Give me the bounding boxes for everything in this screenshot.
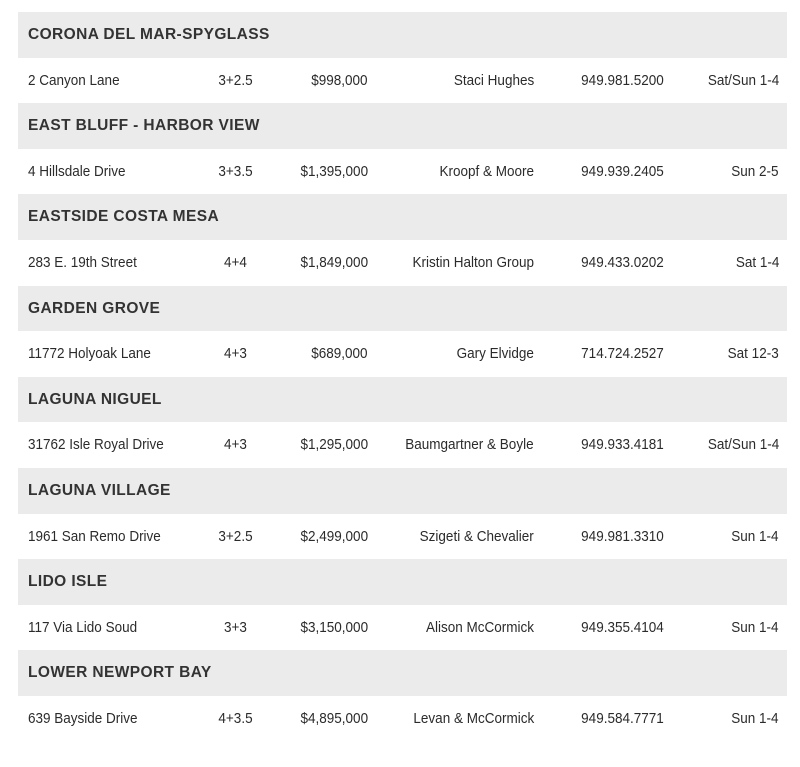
price: $4,895,000: [300, 709, 368, 727]
price: $1,849,000: [300, 253, 368, 271]
beds-baths: 3+3: [224, 618, 247, 636]
address: 283 E. 19th Street: [28, 253, 137, 271]
section-header: GARDEN GROVE: [18, 285, 787, 332]
section-header: CORONA DEL MAR-SPYGLASS: [18, 12, 787, 58]
section-title: CORONA DEL MAR-SPYGLASS: [28, 26, 270, 43]
phone: 949.584.7771: [581, 709, 664, 727]
listing-row: 2 Canyon Lane 3+2.5 $998,000 Staci Hughes 94…: [18, 58, 787, 104]
agent: Kristin Halton Group: [412, 253, 534, 271]
section-title: EASTSIDE COSTA MESA: [28, 208, 220, 226]
phone: 714.724.2527: [581, 345, 664, 363]
agent: Szigeti & Chevalier: [419, 527, 534, 545]
agent: Alison McCormick: [425, 618, 534, 636]
agent: Baumgartner & Boyle: [405, 436, 534, 454]
open-hours: Sat 12-3: [727, 345, 779, 363]
address: 117 Via Lido Soud: [28, 618, 138, 636]
price: $1,295,000: [300, 436, 368, 454]
section-header: LAGUNA VILLAGE: [18, 467, 787, 514]
address: 639 Bayside Drive: [28, 709, 138, 727]
open-hours: Sat 1-4: [735, 253, 779, 271]
address: 4 Hillsdale Drive: [28, 162, 126, 180]
open-hours: Sun 1-4: [731, 709, 779, 727]
price: $998,000: [311, 71, 368, 89]
agent: Staci Hughes: [453, 71, 534, 89]
open-hours: Sun 1-4: [731, 527, 779, 545]
listing-row: 4 Hillsdale Drive 3+3.5 $1,395,000 Kroopf &…: [18, 149, 787, 195]
listing-table: CORONA DEL MAR-SPYGLASS 2 Canyon Lane 3+2.…: [18, 12, 787, 742]
listing-row: 1961 San Remo Drive 3+2.5 $2,499,000 Sziget…: [18, 514, 787, 560]
beds-baths: 3+3.5: [218, 162, 253, 180]
open-hours: Sat/Sun 1-4: [707, 71, 779, 89]
section-title: EAST BLUFF - HARBOR VIEW: [28, 117, 260, 135]
address: 1961 San Remo Drive: [28, 527, 161, 545]
section-title: LOWER NEWPORT BAY: [28, 664, 212, 682]
section-header: EAST BLUFF - HARBOR VIEW: [18, 103, 787, 149]
beds-baths: 4+3.5: [218, 709, 253, 727]
listing-row: 283 E. 19th Street 4+4 $1,849,000 Kristin H…: [18, 240, 787, 286]
beds-baths: 3+2.5: [218, 527, 253, 545]
phone: 949.933.4181: [581, 436, 664, 454]
agent: Kroopf & Moore: [439, 162, 534, 180]
agent: Levan & McCormick: [413, 709, 534, 727]
phone: 949.939.2405: [581, 162, 664, 180]
section-header: LOWER NEWPORT BAY: [18, 650, 787, 696]
price: $1,395,000: [300, 162, 368, 180]
open-hours: Sat/Sun 1-4: [707, 436, 779, 454]
open-hours: Sun 2-5: [731, 162, 779, 180]
price: $689,000: [311, 345, 368, 363]
listing-row: 11772 Holyoak Lane 4+3 $689,000 Gary Elvidg…: [18, 331, 787, 377]
listing-row: 31762 Isle Royal Drive 4+3 $1,295,000 Baumg…: [18, 422, 787, 468]
price: $2,499,000: [300, 527, 368, 545]
address: 11772 Holyoak Lane: [28, 345, 151, 363]
section-header: LAGUNA NIGUEL: [18, 376, 787, 423]
section-title: LAGUNA VILLAGE: [28, 481, 171, 499]
beds-baths: 4+3: [224, 436, 247, 454]
section-header: LIDO ISLE: [18, 559, 787, 605]
phone: 949.355.4104: [581, 618, 664, 636]
phone: 949.981.3310: [581, 527, 664, 545]
section-header: EASTSIDE COSTA MESA: [18, 194, 787, 240]
section-title: LAGUNA NIGUEL: [28, 390, 162, 408]
phone: 949.433.0202: [581, 253, 664, 271]
phone: 949.981.5200: [581, 71, 664, 89]
section-title: LIDO ISLE: [28, 573, 108, 591]
price: $3,150,000: [300, 618, 368, 636]
beds-baths: 3+2.5: [218, 71, 253, 89]
address: 31762 Isle Royal Drive: [28, 436, 164, 454]
section-title: GARDEN GROVE: [28, 299, 161, 317]
beds-baths: 4+4: [224, 253, 247, 271]
listing-row: 639 Bayside Drive 4+3.5 $4,895,000 Levan & …: [18, 696, 787, 742]
beds-baths: 4+3: [224, 345, 247, 363]
address: 2 Canyon Lane: [28, 71, 120, 89]
open-hours: Sun 1-4: [731, 618, 779, 636]
agent: Gary Elvidge: [456, 345, 534, 363]
listing-row: 117 Via Lido Soud 3+3 $3,150,000 Alison McC…: [18, 605, 787, 651]
